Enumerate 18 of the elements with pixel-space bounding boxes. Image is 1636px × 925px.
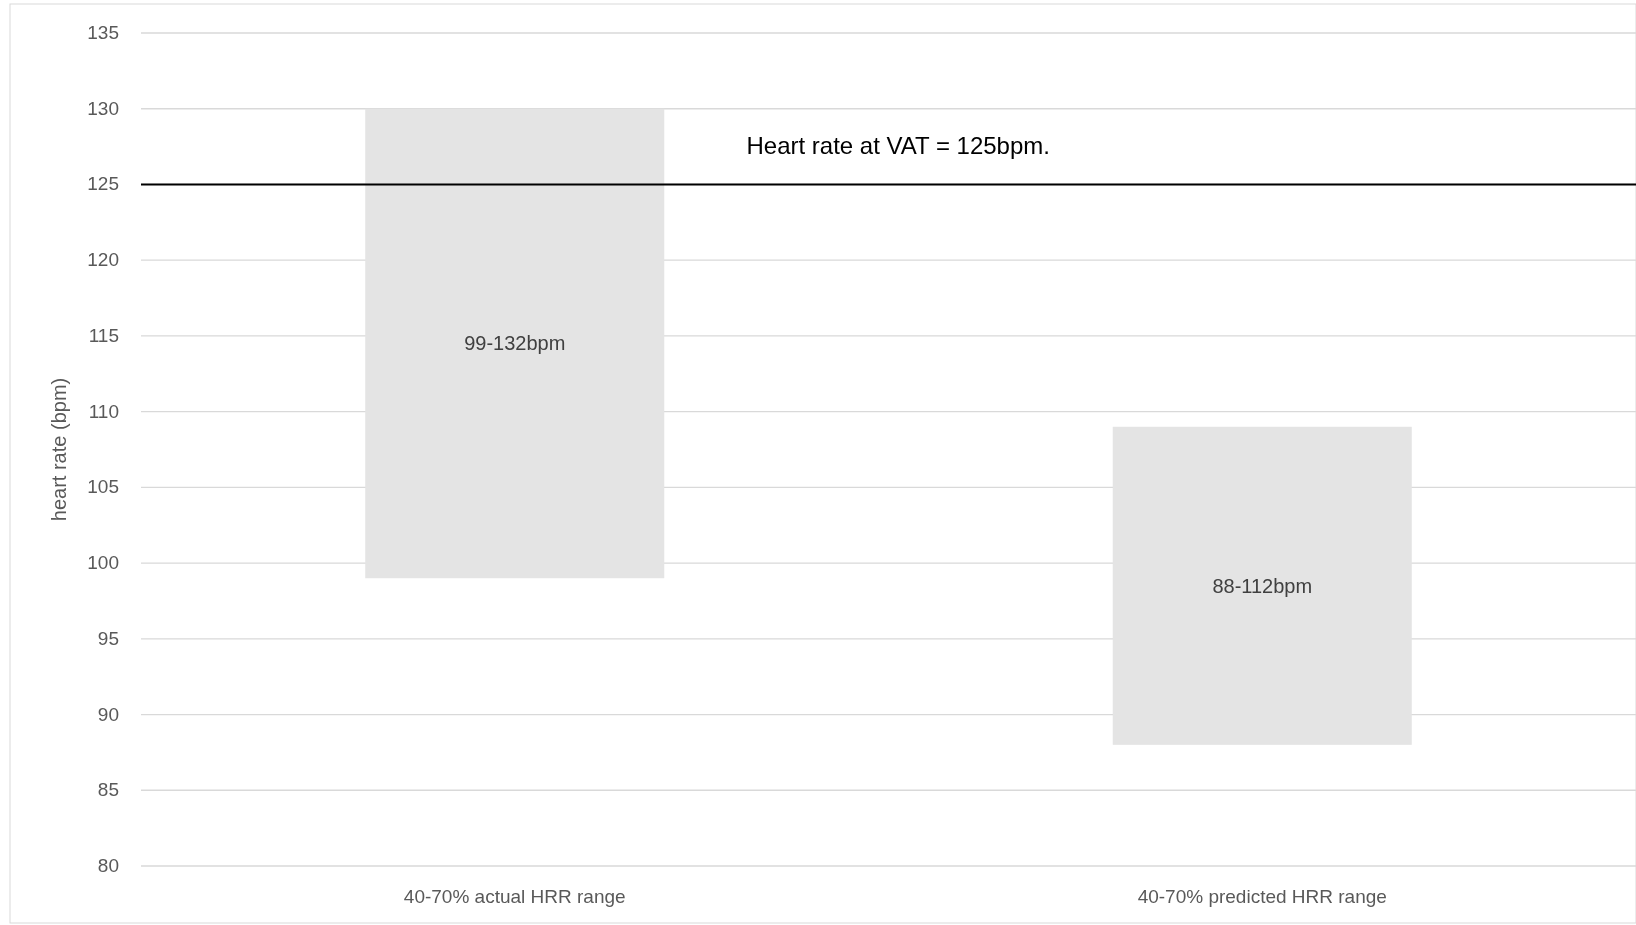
y-tick-label: 115: [88, 324, 119, 346]
ref-line-label: Heart rate at VAT = 125bpm.: [746, 132, 1050, 160]
y-tick-label: 80: [97, 855, 119, 876]
y-tick-label: 135: [87, 22, 119, 43]
y-tick-label: 90: [97, 703, 119, 725]
x-tick-label: 40-70% actual HRR range: [403, 886, 626, 907]
x-tick-label: 40-70% predicted HRR range: [1137, 886, 1387, 907]
data-label: 88-112bpm: [1212, 574, 1313, 597]
y-tick-label: 95: [97, 627, 119, 649]
y-tick-label: 105: [87, 476, 119, 498]
y-tick-label: 130: [87, 97, 119, 119]
data-label: 99-132bpm: [464, 332, 566, 355]
y-axis-title: heart rate (bpm): [48, 377, 70, 522]
y-tick-label: 125: [87, 173, 119, 195]
y-tick-label: 85: [97, 779, 119, 801]
y-tick-label: 120: [87, 249, 119, 271]
y-tick-label: 110: [88, 400, 119, 422]
y-tick-label: 100: [87, 552, 119, 574]
